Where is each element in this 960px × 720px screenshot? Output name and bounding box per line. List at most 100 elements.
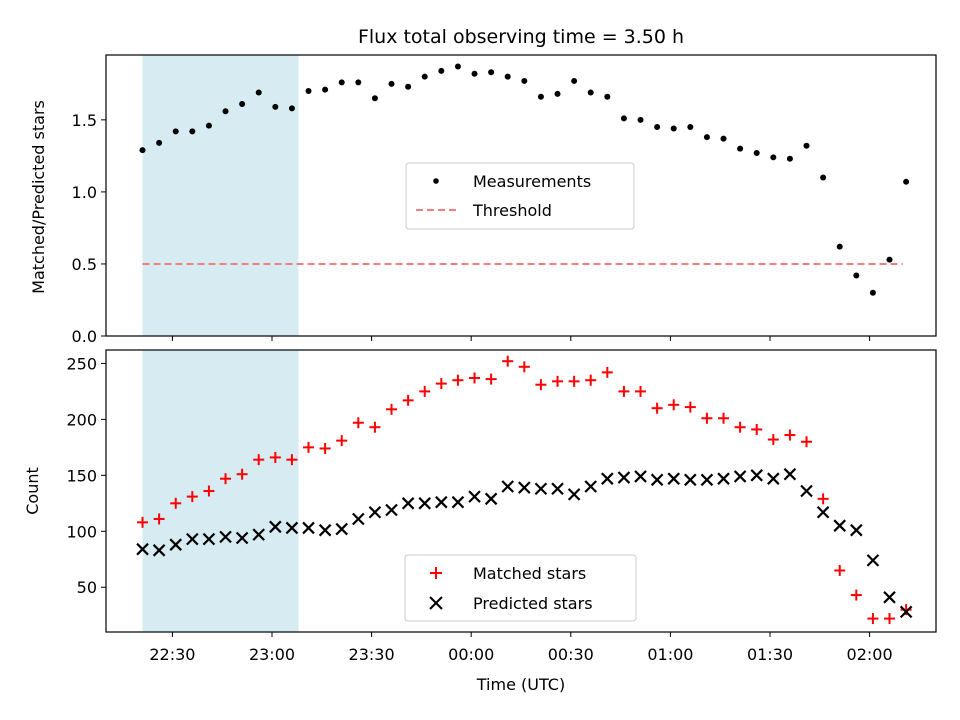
predicted-star-point <box>269 520 282 534</box>
measurement-point <box>371 95 378 102</box>
predicted-star-point <box>202 532 216 546</box>
measurement-point <box>587 89 594 96</box>
predicted-star-point <box>385 503 398 517</box>
measurement-point <box>554 90 561 97</box>
predicted-star-point <box>601 472 614 485</box>
matched-star-point <box>369 421 381 433</box>
legend-predicted-marker <box>429 596 443 610</box>
measurement-point <box>471 70 478 77</box>
predicted-star-point <box>767 472 780 485</box>
bottom-ytick-label: 100 <box>66 522 97 541</box>
matched-star-point <box>452 374 464 386</box>
predicted-star-point <box>850 523 863 537</box>
matched-star-point <box>684 401 696 413</box>
predicted-star-point <box>783 467 797 481</box>
predicted-star-point <box>899 605 913 619</box>
predicted-star-point <box>551 482 564 496</box>
measurement-point <box>886 256 893 263</box>
measurement-point <box>836 243 843 250</box>
measurement-point <box>604 93 611 100</box>
measurement-point <box>355 79 362 86</box>
measurement-point <box>803 142 810 149</box>
measurement-point <box>786 155 793 162</box>
measurement-point <box>255 89 262 96</box>
matched-star-point <box>170 497 182 509</box>
matched-star-point <box>253 454 265 466</box>
matched-star-point <box>352 417 364 429</box>
bottom-xtick-label: 01:00 <box>647 645 693 664</box>
matched-star-point <box>186 491 198 503</box>
matched-star-point <box>585 374 597 386</box>
predicted-star-point <box>816 505 830 519</box>
measurement-point <box>205 122 212 129</box>
bottom-panel: 50 100 150 200 250 22:30 23:00 23:30 00:00 00:30 0… <box>23 349 937 694</box>
predicted-star-point <box>451 495 465 509</box>
matched-star-point <box>535 379 547 391</box>
matched-star-point <box>784 429 796 441</box>
matched-star-point <box>651 402 663 414</box>
predicted-star-point <box>418 497 431 510</box>
matched-star-point <box>817 493 829 505</box>
matched-star-point <box>801 436 813 448</box>
predicted-star-point <box>484 492 498 506</box>
predicted-star-point <box>700 473 714 487</box>
predicted-star-point <box>435 495 448 509</box>
matched-star-point <box>386 403 398 415</box>
top-ytick-label: 1.0 <box>72 183 97 202</box>
measurement-point <box>903 178 910 185</box>
matched-star-point <box>718 412 730 424</box>
matched-star-point <box>767 434 779 446</box>
bottom-xtick-label: 02:00 <box>847 645 893 664</box>
chart-title: Flux total observing time = 3.50 h <box>358 26 684 48</box>
predicted-star-point <box>567 488 581 501</box>
bottom-xtick-label: 00:00 <box>448 645 494 664</box>
bottom-tick-group: 50 100 150 200 250 22:30 23:00 23:30 00:00 00:30 0… <box>66 354 892 664</box>
predicted-star-point <box>667 472 680 485</box>
measurement-point <box>172 128 179 135</box>
measurement-point <box>222 108 229 115</box>
predicted-star-point <box>235 531 249 545</box>
measurement-point <box>454 63 461 70</box>
legend-matched-label: Matched stars <box>473 564 586 583</box>
measurement-point <box>670 125 677 132</box>
measurement-point <box>421 73 428 80</box>
matched-star-point <box>469 372 481 384</box>
predicted-star-point <box>518 481 531 494</box>
bottom-ylabel: Count <box>23 467 42 515</box>
matched-star-point <box>485 373 497 385</box>
predicted-star-point <box>219 530 232 544</box>
matched-star-point <box>552 375 564 387</box>
matched-star-point <box>751 423 763 435</box>
predicted-star-point <box>584 480 597 493</box>
measurement-point <box>139 147 146 154</box>
measurement-point <box>820 174 827 181</box>
matched-star-point <box>601 366 613 378</box>
matched-star-point <box>220 473 232 485</box>
matched-star-point <box>435 378 447 390</box>
bottom-ytick-label: 200 <box>66 410 97 429</box>
bottom-ytick-label: 150 <box>66 466 97 485</box>
measurement-point <box>388 80 395 87</box>
matched-star-point <box>153 513 165 525</box>
matched-star-point <box>635 385 647 397</box>
bottom-ytick-label: 50 <box>77 578 97 597</box>
matched-star-point <box>319 442 331 454</box>
matched-star-point <box>286 454 298 466</box>
measurement-point <box>654 124 661 131</box>
bottom-data-marks <box>136 355 913 625</box>
predicted-star-point <box>650 473 664 487</box>
predicted-star-point <box>750 469 763 482</box>
legend-measurements-marker <box>433 178 439 184</box>
measurement-point <box>322 86 329 93</box>
measurement-point <box>189 128 196 135</box>
matched-star-point <box>336 435 348 447</box>
matched-star-point <box>867 613 879 625</box>
top-ytick-label: 0.5 <box>72 255 97 274</box>
bottom-plot-frame <box>105 349 937 633</box>
predicted-star-point <box>534 482 548 496</box>
measurement-point <box>869 289 876 296</box>
bottom-xtick-label: 01:30 <box>747 645 793 664</box>
measurement-point <box>504 73 511 80</box>
measurement-point <box>521 77 528 84</box>
predicted-star-point <box>401 497 415 510</box>
